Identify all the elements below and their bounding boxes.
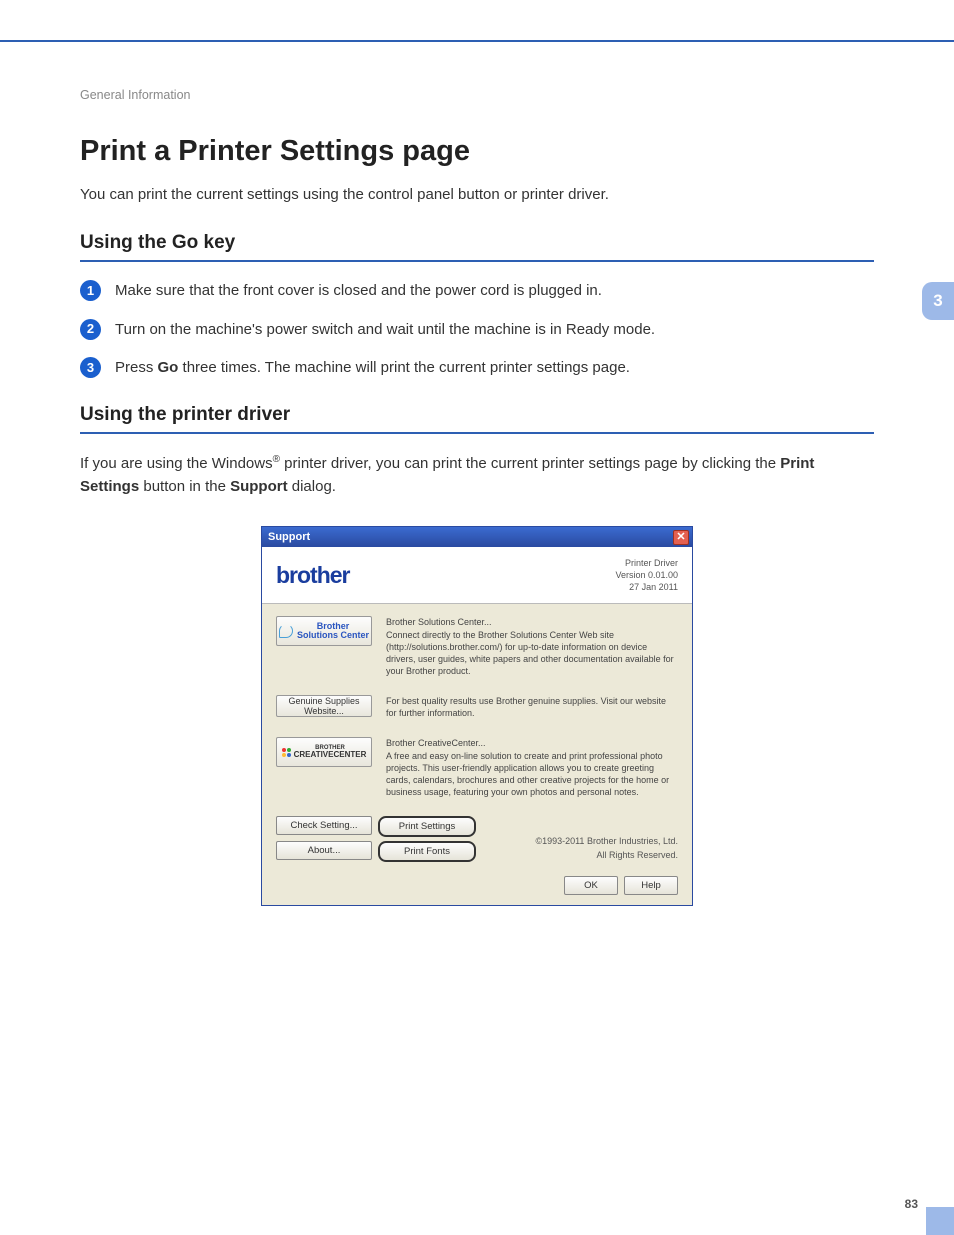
step-2: 2 Turn on the machine's power switch and… <box>80 319 874 342</box>
section-using-printer-driver: Using the printer driver If you are usin… <box>80 404 874 906</box>
para-text: button in the <box>139 478 230 495</box>
bsc-label: Solutions Center <box>297 631 369 640</box>
dialog-header: brother Printer Driver Version 0.01.00 2… <box>262 547 692 604</box>
section-using-go-key: Using the Go key 1 Make sure that the fr… <box>80 232 874 396</box>
section-heading: Using the printer driver <box>80 404 874 434</box>
supplies-desc: For best quality results use Brother gen… <box>386 695 678 719</box>
step-text: Turn on the machine's power switch and w… <box>115 319 655 342</box>
para-text: dialog. <box>288 478 336 495</box>
copyright-line: ©1993-2011 Brother Industries, Ltd. <box>535 835 678 849</box>
print-settings-button[interactable]: Print Settings <box>378 816 476 837</box>
chapter-tab: 3 <box>922 282 954 320</box>
cc-label: CREATIVECENTER <box>294 751 367 759</box>
page-number: 83 <box>905 1197 918 1211</box>
close-icon[interactable]: ✕ <box>673 530 689 545</box>
step-text: Make sure that the front cover is closed… <box>115 280 602 303</box>
step-number-icon: 3 <box>80 357 101 378</box>
print-fonts-button[interactable]: Print Fonts <box>378 841 476 862</box>
version-line: 27 Jan 2011 <box>615 581 678 593</box>
breadcrumb: General Information <box>80 88 190 102</box>
para-text: If you are using the Windows <box>80 455 273 472</box>
section-heading: Using the Go key <box>80 232 874 262</box>
intro-text: You can print the current settings using… <box>80 184 874 205</box>
row-solutions-center: Brother Solutions Center Brother Solutio… <box>276 616 678 677</box>
swirl-icon <box>279 624 293 638</box>
para-text: printer driver, you can print the curren… <box>280 455 780 472</box>
dialog-titlebar: Support ✕ <box>262 527 692 547</box>
button-row: Check Setting... Print Settings About...… <box>276 816 678 862</box>
driver-paragraph: If you are using the Windows® printer dr… <box>80 452 874 498</box>
ok-button[interactable]: OK <box>564 876 618 895</box>
copyright-line: All Rights Reserved. <box>535 849 678 863</box>
para-bold: Support <box>230 478 288 495</box>
row-creative-center: BROTHER CREATIVECENTER Brother CreativeC… <box>276 737 678 798</box>
check-setting-button[interactable]: Check Setting... <box>276 816 372 835</box>
dialog-title: Support <box>268 531 310 543</box>
version-line: Version 0.01.00 <box>615 569 678 581</box>
copyright: ©1993-2011 Brother Industries, Ltd. All … <box>535 835 678 862</box>
help-button[interactable]: Help <box>624 876 678 895</box>
ok-row: OK Help <box>276 876 678 895</box>
step-1: 1 Make sure that the front cover is clos… <box>80 280 874 303</box>
version-line: Printer Driver <box>615 557 678 569</box>
about-button[interactable]: About... <box>276 841 372 860</box>
corner-decoration <box>926 1207 954 1235</box>
supplies-button[interactable]: Genuine Supplies Website... <box>276 695 372 717</box>
page-title: Print a Printer Settings page <box>80 135 470 168</box>
dialog-body: Brother Solutions Center Brother Solutio… <box>262 604 692 905</box>
version-info: Printer Driver Version 0.01.00 27 Jan 20… <box>615 557 678 593</box>
step-number-icon: 2 <box>80 319 101 340</box>
creative-center-desc: Brother CreativeCenter... A free and eas… <box>386 737 678 798</box>
desc-text: A free and easy on-line solution to crea… <box>386 750 678 799</box>
desc-heading: Brother Solutions Center... <box>386 616 678 628</box>
step-text: Press Go three times. The machine will p… <box>115 357 630 380</box>
brother-logo: brother <box>276 562 350 589</box>
row-supplies: Genuine Supplies Website... For best qua… <box>276 695 678 719</box>
desc-heading: Brother CreativeCenter... <box>386 737 678 749</box>
solutions-center-button[interactable]: Brother Solutions Center <box>276 616 372 646</box>
step-number-icon: 1 <box>80 280 101 301</box>
registered-mark-icon: ® <box>273 454 280 465</box>
support-dialog: Support ✕ brother Printer Driver Version… <box>261 526 693 906</box>
creative-center-icon <box>282 748 291 757</box>
creative-center-button[interactable]: BROTHER CREATIVECENTER <box>276 737 372 767</box>
solutions-center-desc: Brother Solutions Center... Connect dire… <box>386 616 678 677</box>
desc-text: Connect directly to the Brother Solution… <box>386 629 678 678</box>
top-rule <box>0 40 954 42</box>
step-3: 3 Press Go three times. The machine will… <box>80 357 874 380</box>
